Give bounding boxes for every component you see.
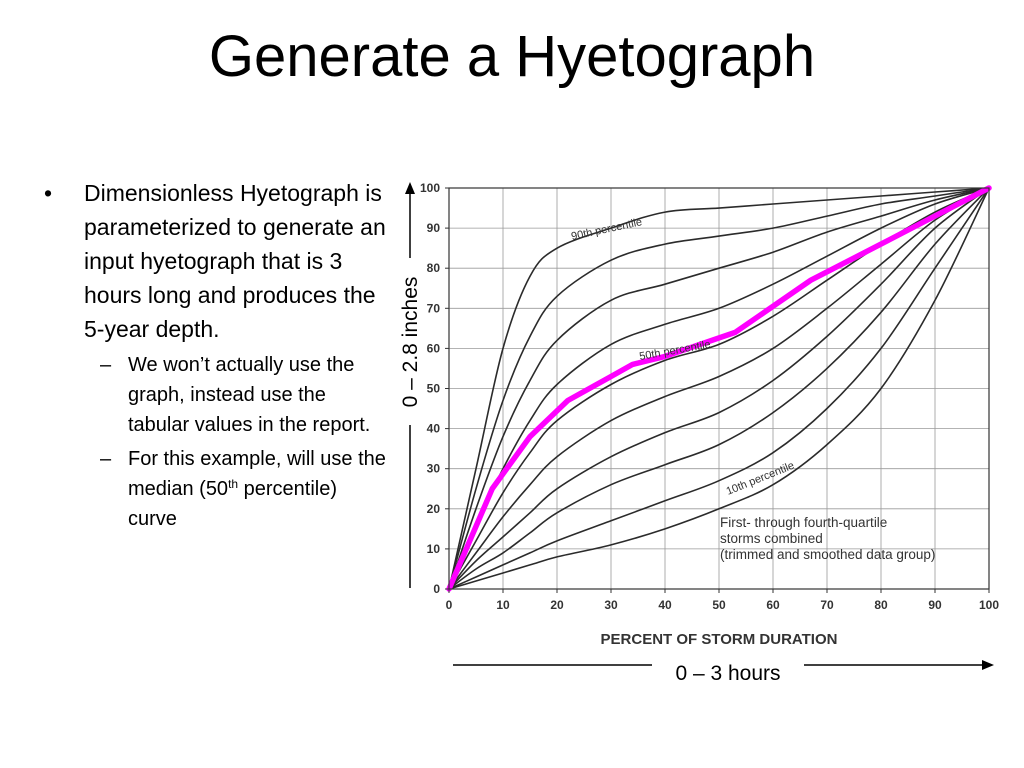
percentile-curves [448, 187, 990, 590]
y-tick-label: 10 [427, 542, 441, 556]
percentile-curve-10 [448, 187, 990, 590]
sub-bullet-item: – For this example, will use the median … [44, 444, 389, 534]
y-tick-label: 100 [420, 181, 440, 195]
y-tick-label: 80 [427, 261, 441, 275]
plot-frame [448, 187, 990, 590]
median-curve-line [446, 185, 992, 592]
x-tick-label: 60 [766, 598, 780, 612]
y-tick-label: 0 [433, 582, 440, 596]
sub-bullet-text: For this example, will use the median (5… [128, 448, 386, 530]
chart-note-line: storms combined [720, 531, 823, 546]
percentile-curve-3 [448, 187, 990, 590]
percentile-curve-7 [448, 187, 990, 590]
y-range-label: 0 – 2.8 inches [399, 277, 422, 408]
x-tick-label: 30 [604, 598, 618, 612]
dash-icon: – [100, 354, 112, 376]
chart-note-line: (trimmed and smoothed data group) [720, 547, 935, 562]
percentile-curve-1 [448, 187, 990, 590]
y-tick-label: 30 [427, 462, 441, 476]
dash-icon: – [100, 448, 112, 470]
y-tick-label: 40 [427, 422, 441, 436]
x-range-arrowhead [982, 660, 994, 670]
curve-label-90th: 90th percentile [570, 216, 643, 243]
axes: 0 10 20 30 40 50 60 70 80 90 100 0 10 20 30 40 50 60 70 80 9… [420, 181, 999, 612]
percentile-curve-8 [448, 187, 990, 590]
grid [448, 187, 990, 590]
x-tick-label: 0 [446, 598, 453, 612]
x-range-label: 0 – 3 hours [675, 662, 780, 685]
percentile-curve-6 [448, 187, 990, 590]
percentile-curve-2 [448, 187, 990, 590]
y-range-arrowhead [405, 182, 415, 194]
slide-title: Generate a Hyetograph [208, 24, 816, 89]
bullet-dot-icon: • [44, 180, 53, 206]
y-tick-label: 70 [427, 301, 441, 315]
x-tick-label: 20 [550, 598, 564, 612]
sub-bullet-item: – We won’t actually use the graph, inste… [44, 350, 389, 440]
bullet-text: Dimensionless Hyetograph is parameterize… [84, 180, 386, 342]
x-tick-label: 50 [712, 598, 726, 612]
x-tick-label: 40 [658, 598, 672, 612]
x-tick-label: 100 [979, 598, 999, 612]
percentile-curve-9 [448, 187, 990, 590]
curve-label-50th: 50th percentile [638, 339, 711, 363]
bullet-item: • Dimensionless Hyetograph is parameteri… [44, 176, 389, 346]
x-tick-label: 80 [874, 598, 888, 612]
percentile-curve-4 [448, 187, 990, 590]
median-highlight-curve [446, 185, 992, 592]
x-tick-label: 10 [496, 598, 510, 612]
y-tick-label: 90 [427, 221, 441, 235]
y-tick-label: 20 [427, 502, 441, 516]
sub-bullet-text: We won’t actually use the graph, instead… [128, 354, 371, 436]
chart-labels: PERCENT OF STORM DURATION 90th percentil… [570, 216, 935, 648]
y-tick-label: 50 [427, 382, 441, 396]
y-tick-label: 60 [427, 341, 441, 355]
bullet-list: • Dimensionless Hyetograph is parameteri… [44, 176, 389, 534]
range-annotations: 0 – 2.8 inches 0 – 3 hours [399, 182, 994, 685]
x-axis-title: PERCENT OF STORM DURATION [601, 631, 838, 648]
chart-note-line: First- through fourth-quartile [720, 515, 887, 530]
x-tick-label: 90 [928, 598, 942, 612]
x-tick-label: 70 [820, 598, 834, 612]
